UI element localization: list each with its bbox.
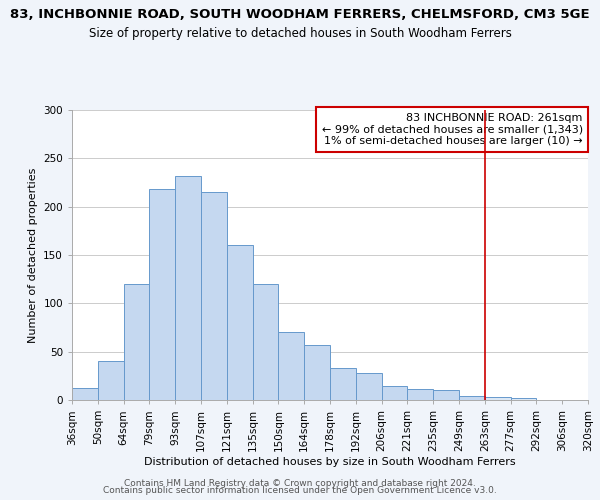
Bar [278,332,304,400]
Text: Contains HM Land Registry data © Crown copyright and database right 2024.: Contains HM Land Registry data © Crown c… [124,478,476,488]
Text: Size of property relative to detached houses in South Woodham Ferrers: Size of property relative to detached ho… [89,28,511,40]
Bar [459,396,485,400]
Bar [98,362,124,400]
Bar [175,176,201,400]
Bar [433,390,459,400]
Bar [304,345,330,400]
Bar [227,246,253,400]
Bar [356,373,382,400]
Y-axis label: Number of detached properties: Number of detached properties [28,168,38,342]
Text: 83, INCHBONNIE ROAD, SOUTH WOODHAM FERRERS, CHELMSFORD, CM3 5GE: 83, INCHBONNIE ROAD, SOUTH WOODHAM FERRE… [10,8,590,20]
Text: Contains public sector information licensed under the Open Government Licence v3: Contains public sector information licen… [103,486,497,495]
Bar [330,368,356,400]
Bar [253,284,278,400]
Bar [72,388,98,400]
Bar [149,190,175,400]
Bar [124,284,149,400]
Bar [511,398,536,400]
Bar [485,397,511,400]
Bar [382,386,407,400]
Text: 83 INCHBONNIE ROAD: 261sqm
← 99% of detached houses are smaller (1,343)
1% of se: 83 INCHBONNIE ROAD: 261sqm ← 99% of deta… [322,113,583,146]
Bar [407,390,433,400]
X-axis label: Distribution of detached houses by size in South Woodham Ferrers: Distribution of detached houses by size … [144,456,516,466]
Bar [201,192,227,400]
